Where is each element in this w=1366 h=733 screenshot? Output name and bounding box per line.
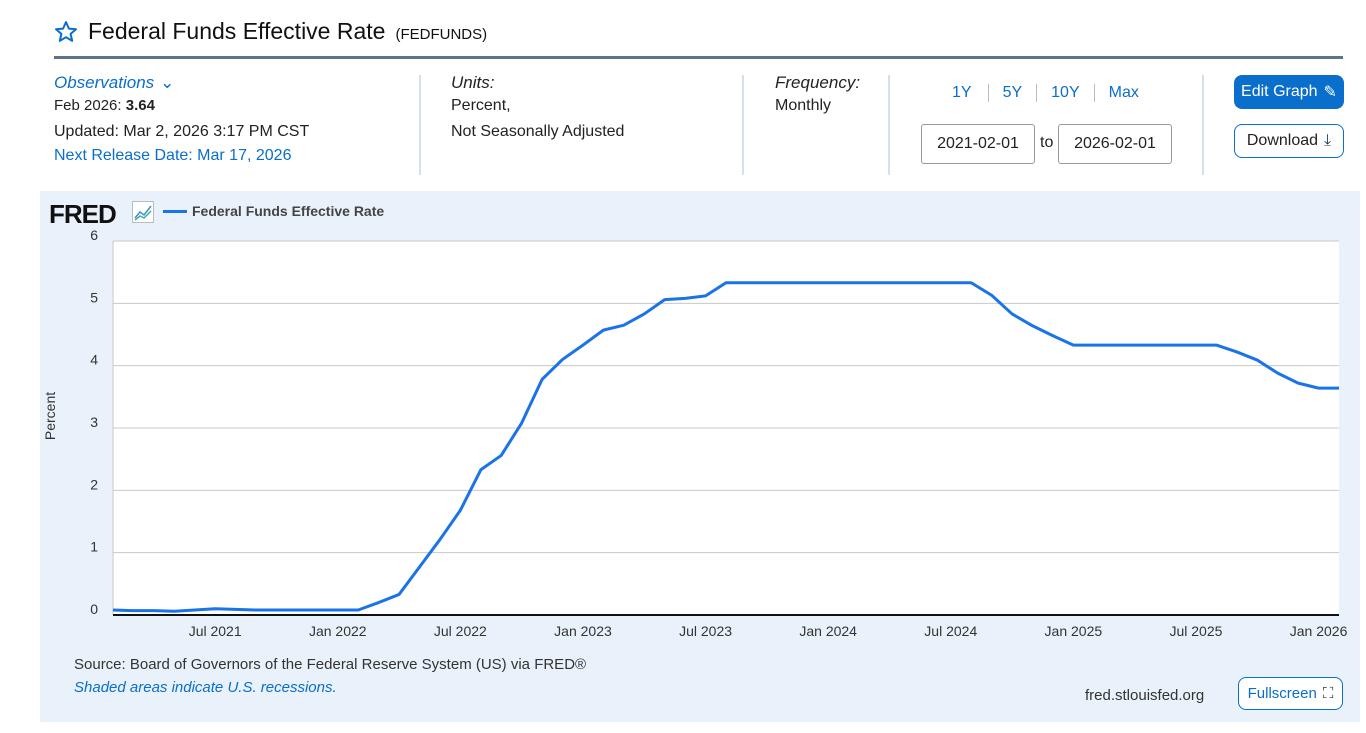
title-text: Federal Funds Effective Rate: [88, 18, 386, 44]
range-5y-button[interactable]: 5Y: [989, 84, 1038, 102]
x-tick-label: Jan 2026: [1290, 623, 1348, 639]
legend-label: Federal Funds Effective Rate: [192, 203, 385, 219]
source-text: Source: Board of Governors of the Federa…: [74, 656, 587, 673]
y-tick-label: 2: [90, 476, 98, 492]
to-label: to: [1040, 134, 1054, 151]
series-line: [112, 281, 1339, 613]
y-tick-label: 1: [90, 539, 98, 555]
x-tick-label: Jan 2022: [309, 623, 367, 639]
y-tick-label: 4: [90, 352, 98, 368]
legend-swatch: [163, 210, 187, 213]
frequency-block: Frequency: Monthly: [775, 73, 860, 119]
y-tick-label: 0: [90, 601, 98, 617]
x-tick-label: Jul 2021: [189, 623, 242, 639]
divider: [1202, 75, 1204, 175]
site-url[interactable]: fred.stlouisfed.org: [1085, 687, 1205, 704]
observations-toggle[interactable]: Observations ⌄: [54, 73, 309, 93]
recessions-note: Shaded areas indicate U.S. recessions.: [74, 679, 337, 696]
x-tick-label: Jul 2025: [1169, 623, 1222, 639]
range-1y-button[interactable]: 1Y: [936, 84, 989, 102]
x-tick-label: Jul 2023: [679, 623, 732, 639]
x-tick-label: Jan 2024: [799, 623, 857, 639]
range-10y-button[interactable]: 10Y: [1037, 84, 1095, 102]
y-tick-label: 6: [90, 227, 98, 243]
units-line2: Not Seasonally Adjusted: [451, 123, 625, 140]
end-date-input[interactable]: 2026-02-01: [1058, 124, 1172, 164]
updated-text: Updated: Mar 2, 2026 3:17 PM CST: [54, 123, 310, 140]
units-block: Units: Percent, Not Seasonally Adjusted: [451, 73, 624, 145]
chart-icon[interactable]: [132, 201, 154, 223]
series-title: Federal Funds Effective Rate (FEDFUNDS): [54, 18, 487, 45]
chevron-down-icon: ⌄: [160, 73, 175, 92]
divider: [888, 75, 890, 175]
fullscreen-label: Fullscreen: [1247, 685, 1317, 702]
frequency-label: Frequency:: [775, 73, 861, 92]
download-icon: ⤓: [1324, 132, 1332, 149]
x-tick-label: Jul 2024: [924, 623, 977, 639]
fred-logo: FRED: [49, 199, 117, 229]
frequency-value: Monthly: [775, 97, 832, 114]
expand-icon: ⛶: [1322, 685, 1334, 702]
obs-period: Feb 2026:: [54, 97, 122, 114]
fullscreen-button[interactable]: Fullscreen ⛶: [1238, 677, 1343, 710]
range-buttons: 1Y 5Y 10Y Max: [936, 84, 1153, 102]
series-code: (FEDFUNDS): [395, 25, 488, 43]
star-icon[interactable]: [54, 20, 78, 44]
download-button[interactable]: Download ⤓: [1234, 124, 1344, 158]
divider: [742, 75, 744, 175]
start-date-input[interactable]: 2021-02-01: [921, 124, 1035, 164]
x-tick-label: Jan 2023: [554, 623, 612, 639]
divider: [419, 75, 421, 175]
obs-value: 3.64: [125, 97, 155, 114]
next-release-link[interactable]: Next Release Date: Mar 17, 2026: [54, 147, 292, 164]
y-tick-label: 5: [90, 289, 98, 305]
units-line1: Percent,: [451, 97, 511, 114]
edit-graph-button[interactable]: Edit Graph ✎: [1234, 75, 1344, 109]
edit-icon: ✎: [1323, 84, 1337, 101]
edit-graph-label: Edit Graph: [1241, 83, 1318, 100]
download-label: Download: [1246, 132, 1319, 149]
units-label: Units:: [451, 73, 495, 92]
observations-block: Observations ⌄ Feb 2026: 3.64 Updated: Ma…: [54, 73, 309, 167]
observations-label: Observations: [54, 73, 155, 92]
x-tick-label: Jan 2025: [1045, 623, 1103, 639]
title-divider: [54, 56, 1343, 59]
y-tick-label: 3: [90, 414, 98, 430]
x-tick-label: Jul 2022: [434, 623, 487, 639]
range-max-button[interactable]: Max: [1108, 84, 1139, 101]
